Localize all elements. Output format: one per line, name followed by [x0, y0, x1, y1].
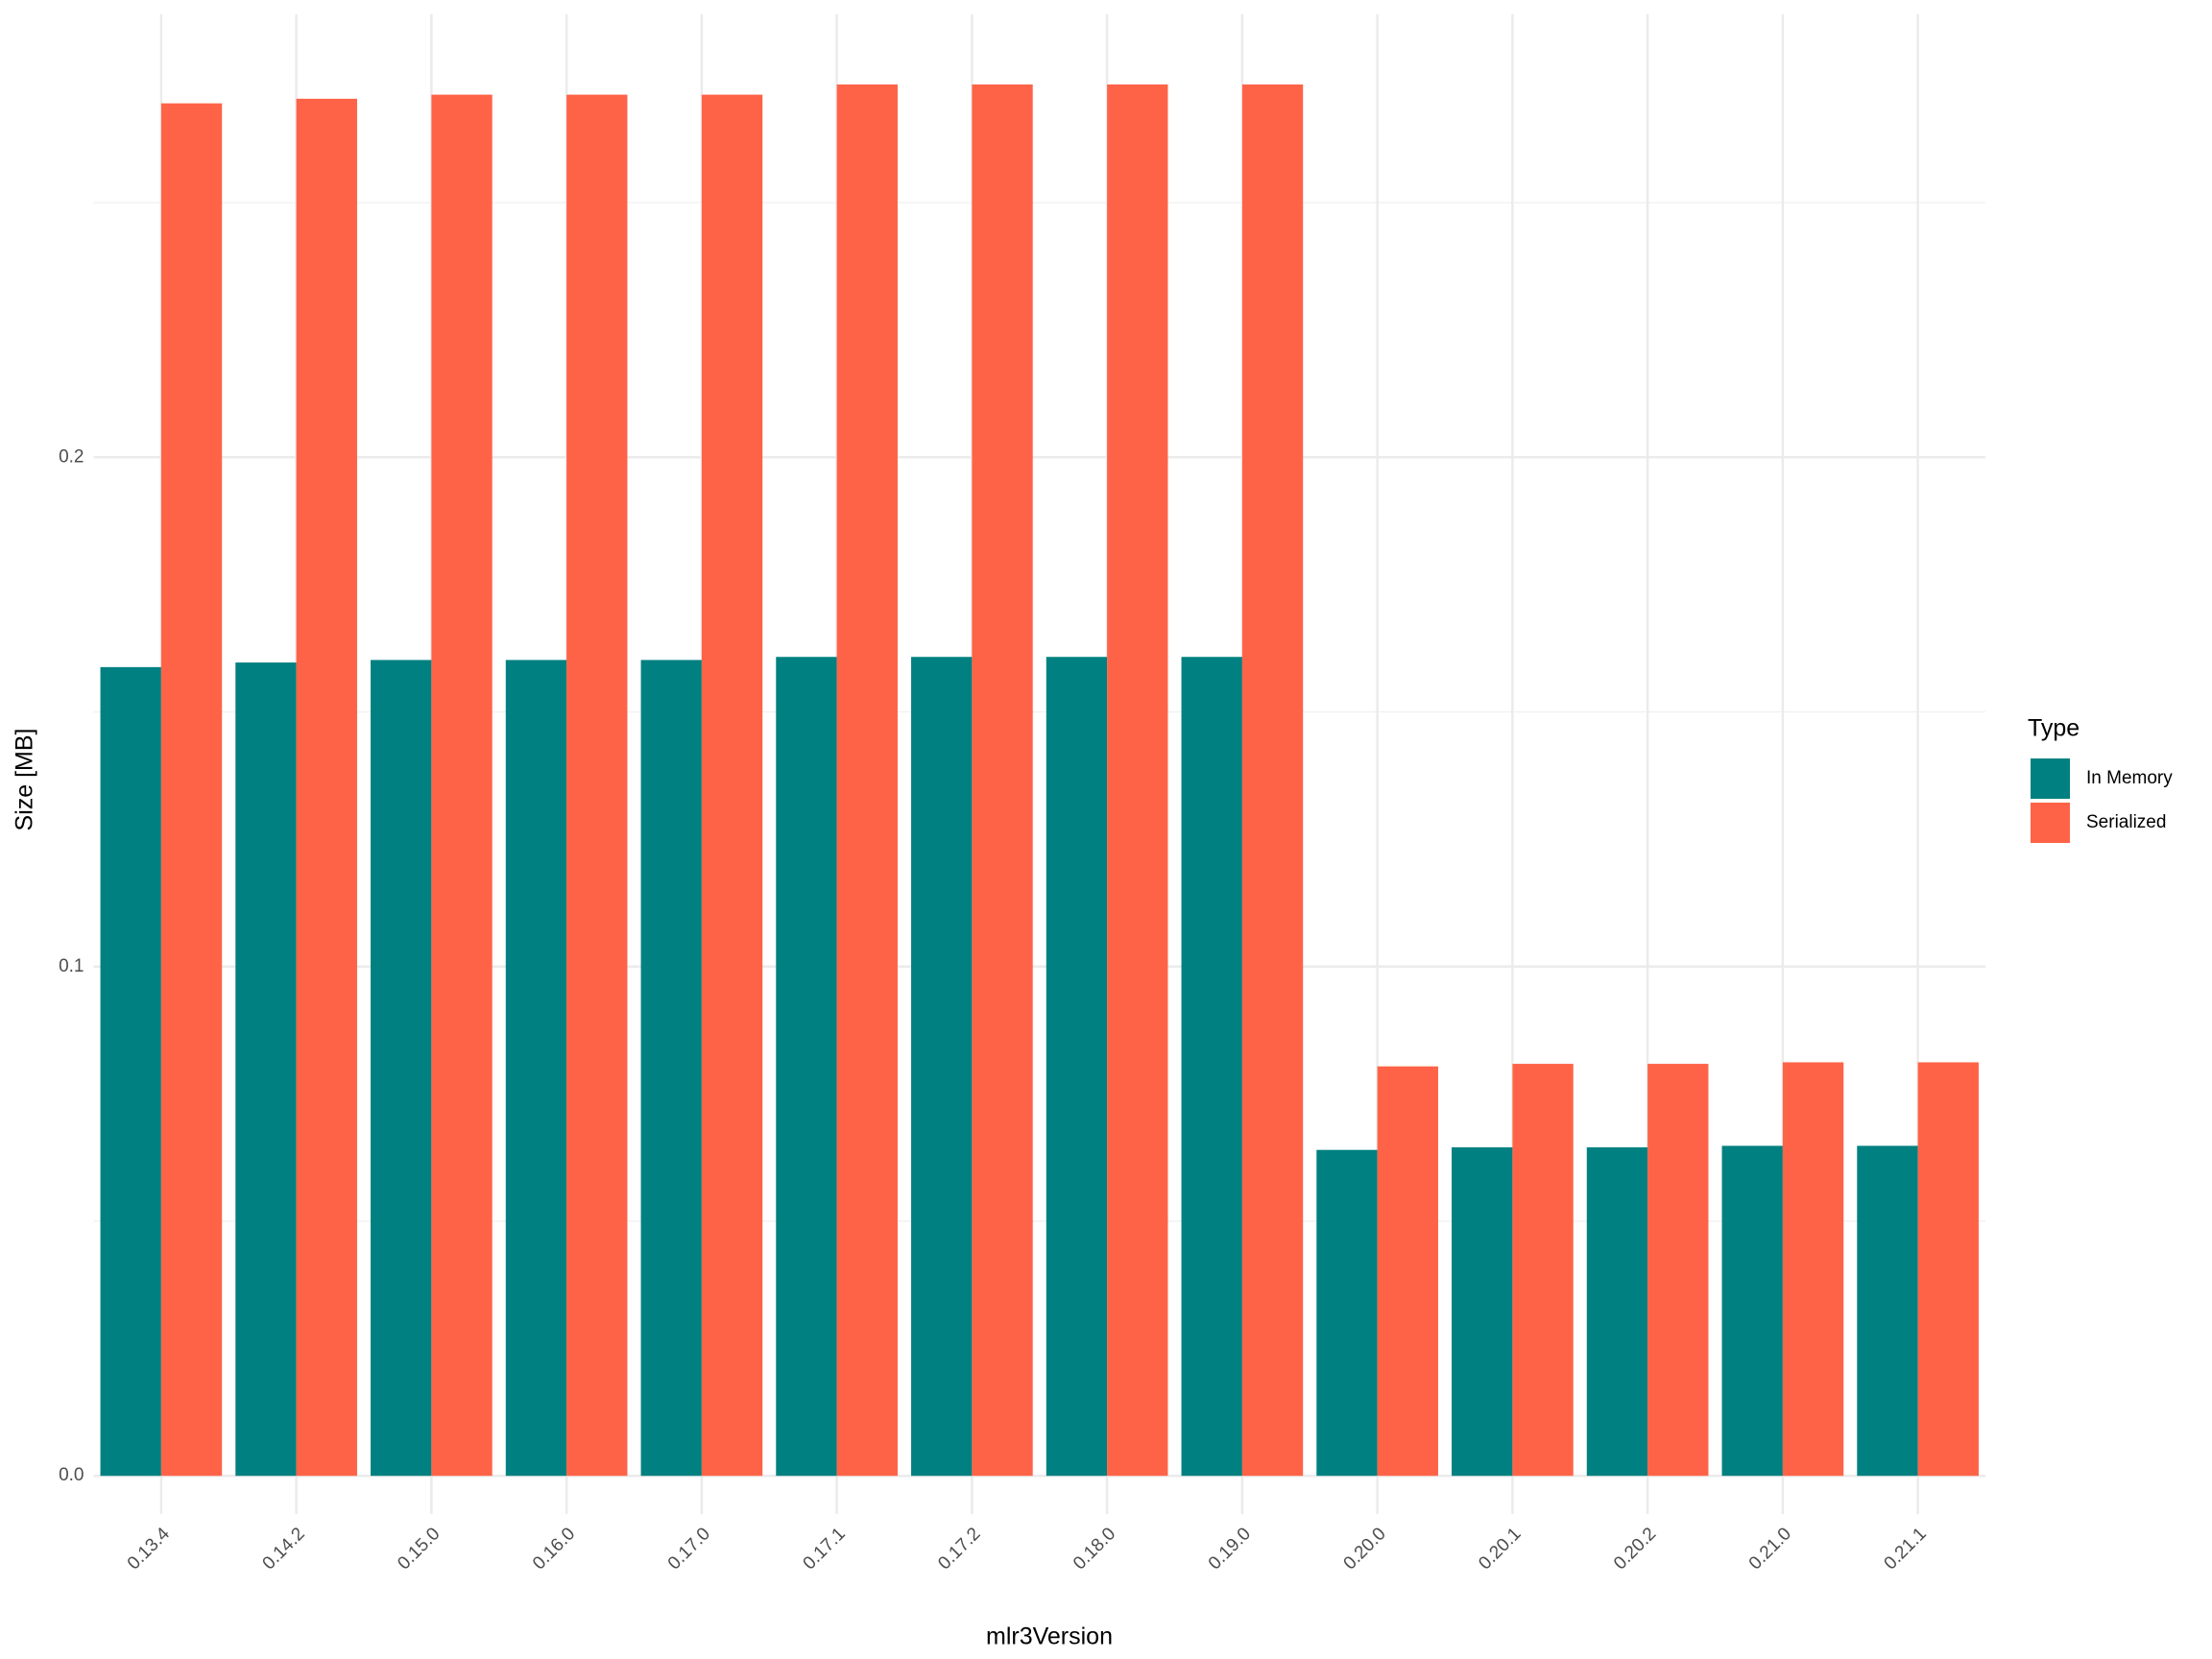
- bar: [431, 94, 493, 1477]
- bar: [505, 660, 567, 1477]
- y-tick-label: 0.1: [59, 956, 84, 976]
- bar: [776, 657, 837, 1477]
- bars: [100, 84, 1979, 1477]
- bar: [1647, 1064, 1709, 1477]
- bar: [1241, 84, 1304, 1477]
- bar: [1046, 657, 1108, 1477]
- legend-key: [2031, 803, 2070, 843]
- x-tick-label: 0.15.0: [394, 1524, 444, 1574]
- bar: [701, 94, 763, 1477]
- bar: [1107, 84, 1168, 1477]
- bar: [1181, 657, 1242, 1477]
- x-tick-label: 0.14.2: [259, 1524, 309, 1574]
- legend-label: Serialized: [2086, 812, 2166, 832]
- x-tick-label: 0.21.1: [1881, 1524, 1931, 1574]
- x-tick-label: 0.21.0: [1745, 1524, 1795, 1574]
- bar: [836, 84, 898, 1477]
- legend-label: In Memory: [2086, 768, 2173, 788]
- x-tick-label: 0.17.2: [934, 1524, 984, 1574]
- x-axis-title: mlr3Version: [986, 1623, 1113, 1650]
- x-tick-label: 0.20.0: [1340, 1524, 1390, 1574]
- x-tick-label: 0.17.1: [800, 1524, 850, 1574]
- bar: [640, 660, 702, 1477]
- bar: [1857, 1145, 1918, 1477]
- legend-title: Type: [2028, 715, 2080, 742]
- bar: [1316, 1149, 1378, 1477]
- y-tick-label: 0.2: [59, 446, 84, 467]
- bar: [1782, 1062, 1844, 1477]
- bar: [100, 666, 161, 1477]
- x-tick-label: 0.20.1: [1475, 1524, 1525, 1574]
- y-tick-label: 0.0: [59, 1465, 84, 1485]
- bar: [1512, 1064, 1574, 1477]
- bar: [1377, 1066, 1438, 1477]
- bar: [296, 98, 357, 1477]
- bar: [1586, 1147, 1648, 1477]
- x-tick-label: 0.20.2: [1610, 1524, 1660, 1574]
- x-tick-label: 0.17.0: [664, 1524, 714, 1574]
- bar: [911, 657, 973, 1477]
- bar: [1917, 1062, 1979, 1477]
- bar: [371, 660, 432, 1477]
- bar: [1452, 1147, 1513, 1477]
- y-axis-title: Size [MB]: [12, 729, 38, 831]
- bar: [160, 103, 223, 1477]
- x-tick-label: 0.19.0: [1205, 1524, 1255, 1574]
- bar: [972, 84, 1033, 1477]
- x-tick-label: 0.18.0: [1070, 1524, 1119, 1574]
- x-tick-label: 0.13.4: [124, 1524, 175, 1575]
- x-tick-label: 0.16.0: [529, 1524, 579, 1574]
- bar: [566, 94, 628, 1477]
- bar: [235, 662, 297, 1477]
- bar: [1721, 1145, 1783, 1477]
- legend-key: [2031, 758, 2070, 799]
